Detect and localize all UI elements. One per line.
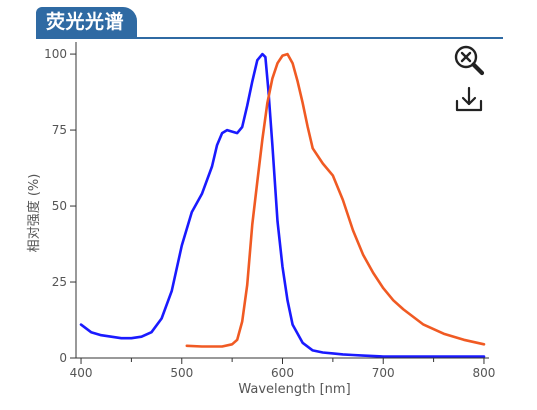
y-tick-label: 0 [59,351,67,365]
zoom-reset-icon[interactable] [452,43,486,77]
chart-axes: 400 500 600 700 800 0 25 50 75 100 [44,42,495,380]
x-tick-label: 600 [271,366,294,380]
plot-area [79,52,486,358]
x-tick-label: 400 [70,366,93,380]
y-tick-label: 100 [44,47,67,61]
download-icon[interactable] [452,84,486,118]
header-rule [36,37,503,39]
panel-header: 荧光光谱 [0,0,537,40]
x-tick-label: 700 [372,366,395,380]
y-axis-label: 相对强度 (%) [26,174,42,253]
x-axis-label: Wavelength [nm] [238,382,350,397]
series-line-1 [79,52,486,358]
y-tick-label: 25 [52,275,67,289]
series-line-2 [185,52,486,348]
x-tick-label: 800 [473,366,496,380]
panel-title-tab: 荧光光谱 [36,7,138,38]
y-tick-label: 75 [52,123,67,137]
x-tick-label: 500 [170,366,193,380]
y-tick-label: 50 [52,199,67,213]
